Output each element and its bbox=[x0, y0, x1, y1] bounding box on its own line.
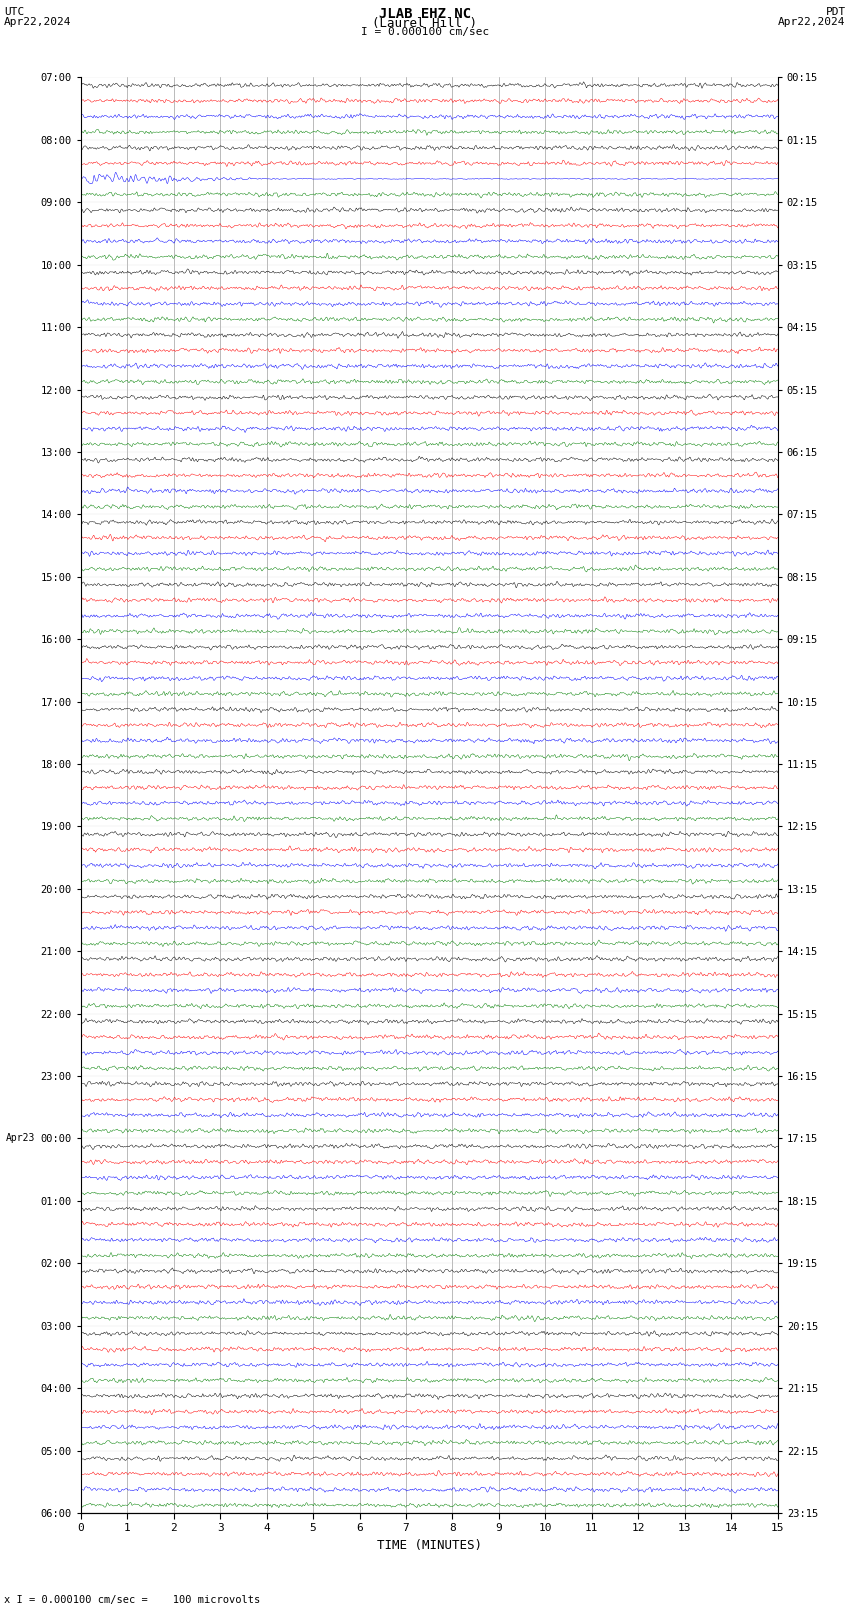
Text: Apr23: Apr23 bbox=[6, 1134, 36, 1144]
Text: (Laurel Hill ): (Laurel Hill ) bbox=[372, 18, 478, 31]
Text: x I = 0.000100 cm/sec =    100 microvolts: x I = 0.000100 cm/sec = 100 microvolts bbox=[4, 1595, 260, 1605]
Text: PDT: PDT bbox=[825, 6, 846, 18]
X-axis label: TIME (MINUTES): TIME (MINUTES) bbox=[377, 1539, 482, 1552]
Text: UTC: UTC bbox=[4, 6, 25, 18]
Text: Apr22,2024: Apr22,2024 bbox=[4, 18, 71, 27]
Text: Apr22,2024: Apr22,2024 bbox=[779, 18, 846, 27]
Text: I = 0.000100 cm/sec: I = 0.000100 cm/sec bbox=[361, 26, 489, 37]
Text: JLAB EHZ NC: JLAB EHZ NC bbox=[379, 6, 471, 21]
